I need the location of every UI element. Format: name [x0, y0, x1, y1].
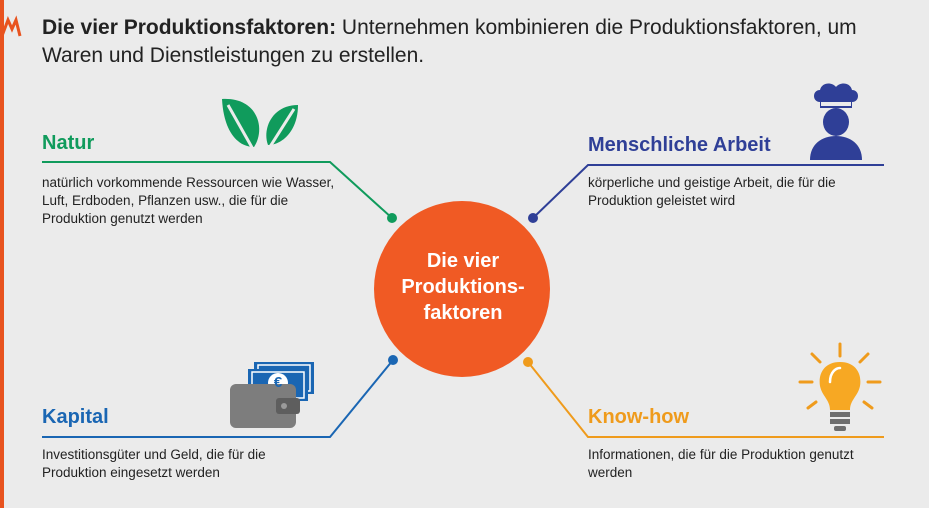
arbeit-connector	[532, 164, 884, 219]
center-line-3: faktoren	[423, 302, 503, 324]
chef-icon	[810, 83, 862, 160]
euro-symbol: €	[273, 374, 283, 391]
natur-title: Natur	[42, 132, 95, 154]
kapital-dot	[388, 355, 398, 365]
natur-connector	[42, 161, 393, 219]
knowhow-description: Informationen, die für die Produktion ge…	[588, 447, 854, 480]
page-heading: Die vier Produktionsfaktoren: Unternehme…	[42, 14, 882, 70]
kapital-description: Investitionsgüter und Geld, die für die …	[42, 447, 266, 480]
heading-bold: Die vier Produktionsfaktoren:	[42, 16, 337, 39]
natur-dot	[387, 213, 397, 223]
center-line-1: Die vier	[426, 250, 500, 272]
center-label: Die vier Produktions- faktoren	[378, 248, 548, 326]
arbeit-dot	[528, 213, 538, 223]
arbeit-title: Menschliche Arbeit	[588, 134, 771, 156]
knowhow-connector	[527, 361, 884, 438]
natur-description: natürlich vorkommende Ressourcen wie Was…	[42, 175, 335, 226]
arbeit-description: körperliche und geistige Arbeit, die für…	[588, 175, 836, 208]
knowhow-title: Know-how	[588, 406, 690, 428]
brand-logo-icon	[0, 15, 22, 37]
kapital-connector	[42, 359, 394, 438]
accent-bar	[0, 0, 4, 508]
wallet-graphic: €	[228, 360, 318, 430]
heading-rest: Unternehmen kombinieren die Produktionsf…	[42, 16, 857, 67]
knowhow-dot	[523, 357, 533, 367]
wallet-icon	[230, 362, 314, 428]
center-circle	[374, 201, 550, 377]
leaves-icon	[222, 98, 298, 154]
kapital-title: Kapital	[42, 406, 109, 428]
lightbulb-icon	[798, 342, 882, 431]
center-line-2: Produktions-	[401, 276, 525, 298]
